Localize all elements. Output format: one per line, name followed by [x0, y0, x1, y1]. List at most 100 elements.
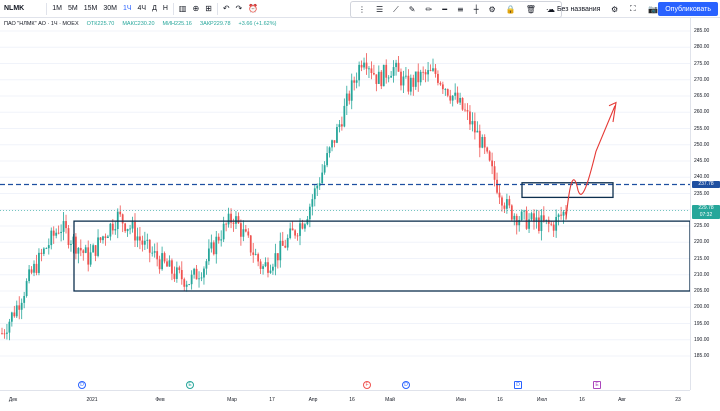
candle-body: [143, 240, 146, 245]
candle-body: [267, 262, 269, 273]
cloud-icon: ☁: [547, 4, 555, 14]
candle-body: [89, 252, 92, 265]
candle-body: [180, 270, 183, 280]
interval-4h-button[interactable]: 4Ч: [137, 5, 147, 12]
price-tick-label: 220.00: [694, 239, 710, 246]
candle-body: [215, 236, 218, 255]
interval-30m-button[interactable]: 30М: [103, 5, 117, 12]
candle-body: [365, 62, 368, 69]
lock-icon[interactable]: 🔒: [505, 5, 516, 14]
pencil-icon[interactable]: ✏: [425, 5, 433, 14]
candle-body: [1, 333, 3, 335]
publish-button[interactable]: Опубликовать: [658, 2, 718, 16]
candle-body: [446, 89, 449, 96]
drag-handle-icon[interactable]: ⋮: [358, 5, 366, 14]
candle-body: [242, 229, 245, 237]
price-tick-label: 210.00: [694, 271, 710, 278]
candle-body: [188, 284, 191, 285]
camera-icon[interactable]: 📷: [648, 4, 658, 14]
brush-icon[interactable]: ✎: [408, 5, 416, 14]
time-scale[interactable]: Дек 2021 Фев Мар 17 Апр 16 Май Июн 16 Июл 16 Авг 23: [0, 390, 690, 411]
candle-body: [210, 242, 213, 249]
interval-1h-button[interactable]: 1Ч: [122, 5, 132, 12]
candle-body: [257, 254, 260, 262]
event-marker[interactable]: D: [514, 381, 522, 389]
time-tick-label: Авг: [618, 397, 626, 403]
candle-body: [217, 236, 220, 241]
alert-icon[interactable]: ⏰: [248, 4, 259, 13]
legend-close: ЗАКР229.78: [199, 21, 231, 27]
time-tick-label: 23: [675, 397, 681, 403]
toolbar-divider: [216, 2, 218, 15]
price-chart[interactable]: [0, 18, 690, 390]
redo-icon[interactable]: ↷: [235, 4, 243, 13]
trash-icon[interactable]: 🗑: [525, 5, 536, 14]
symbol-search-button[interactable]: NLMK: [4, 5, 25, 12]
candle-body: [74, 236, 77, 254]
time-tick-label: Июл: [536, 397, 548, 403]
candle-body: [493, 166, 496, 180]
candle-body: [353, 80, 356, 83]
candle-body: [464, 109, 466, 111]
candle-body: [222, 223, 225, 240]
templates-icon[interactable]: ⊞: [205, 4, 212, 13]
undo-icon[interactable]: ↶: [222, 4, 230, 13]
candle-body: [146, 239, 149, 241]
candle-body: [380, 71, 383, 87]
candle-body: [518, 219, 521, 226]
color-line-icon[interactable]: ━: [442, 5, 448, 14]
interval-1m-button[interactable]: 1М: [52, 5, 62, 12]
candle-body: [437, 73, 439, 83]
event-marker[interactable]: F: [363, 381, 371, 389]
width-icon[interactable]: ≡: [457, 5, 464, 14]
price-tick-label: 185.00: [694, 353, 710, 359]
candle-body: [10, 312, 13, 322]
event-marker[interactable]: E: [593, 381, 601, 389]
candles-icon[interactable]: ▥: [178, 4, 187, 13]
candle-body: [498, 192, 501, 198]
candle-body: [28, 269, 30, 282]
fullscreen-icon[interactable]: ⛶: [630, 4, 636, 13]
more-icon[interactable]: ⋯: [545, 5, 554, 14]
event-marker[interactable]: D: [78, 381, 86, 389]
candle-body: [25, 281, 28, 296]
event-marker[interactable]: E: [186, 381, 194, 389]
legend-low: МИН225.16: [162, 21, 192, 27]
layout-name-button[interactable]: ☁ Без названия: [544, 0, 603, 18]
candle-body: [363, 62, 365, 68]
trendline-icon[interactable]: ⟋: [393, 4, 399, 14]
candle-body: [326, 153, 329, 166]
candle-body: [409, 77, 412, 92]
interval-1w-button[interactable]: Н: [162, 5, 168, 12]
candle-body: [336, 127, 338, 143]
candle-body: [397, 62, 400, 72]
event-marker[interactable]: D: [402, 381, 410, 389]
candle-body: [454, 92, 457, 96]
candle-body: [97, 237, 99, 256]
candle-body: [163, 253, 166, 262]
candle-body: [23, 295, 26, 303]
chart-pane[interactable]: [0, 18, 690, 390]
candle-body: [262, 266, 264, 269]
crosshair-icon[interactable]: ┼: [473, 5, 479, 14]
candle-body: [535, 217, 538, 222]
lines-icon[interactable]: ☰: [376, 5, 384, 14]
indicators-icon[interactable]: ⊕: [192, 4, 200, 13]
interval-1d-button[interactable]: Д: [152, 5, 157, 12]
time-tick-label: Фев: [155, 397, 165, 403]
interval-15m-button[interactable]: 15М: [83, 5, 98, 12]
price-tick-label: 225.00: [694, 223, 710, 229]
toolbar-divider: [172, 2, 174, 15]
candle-body: [424, 72, 427, 75]
gear-icon[interactable]: ⚙: [611, 4, 619, 14]
price-scale[interactable]: 285.00 280.00 275.00 270.00 265.00 260.00 255.…: [690, 18, 720, 390]
candle-body: [508, 199, 511, 206]
candle-body: [30, 269, 33, 273]
candle-body: [405, 75, 407, 77]
settings-icon[interactable]: ⚙: [488, 5, 496, 14]
candle-body: [244, 229, 247, 232]
interval-5m-button[interactable]: 5М: [67, 5, 78, 12]
dashed-level-tag: 237.78: [692, 180, 720, 188]
candle-body: [377, 71, 380, 84]
candle-body: [370, 68, 373, 74]
